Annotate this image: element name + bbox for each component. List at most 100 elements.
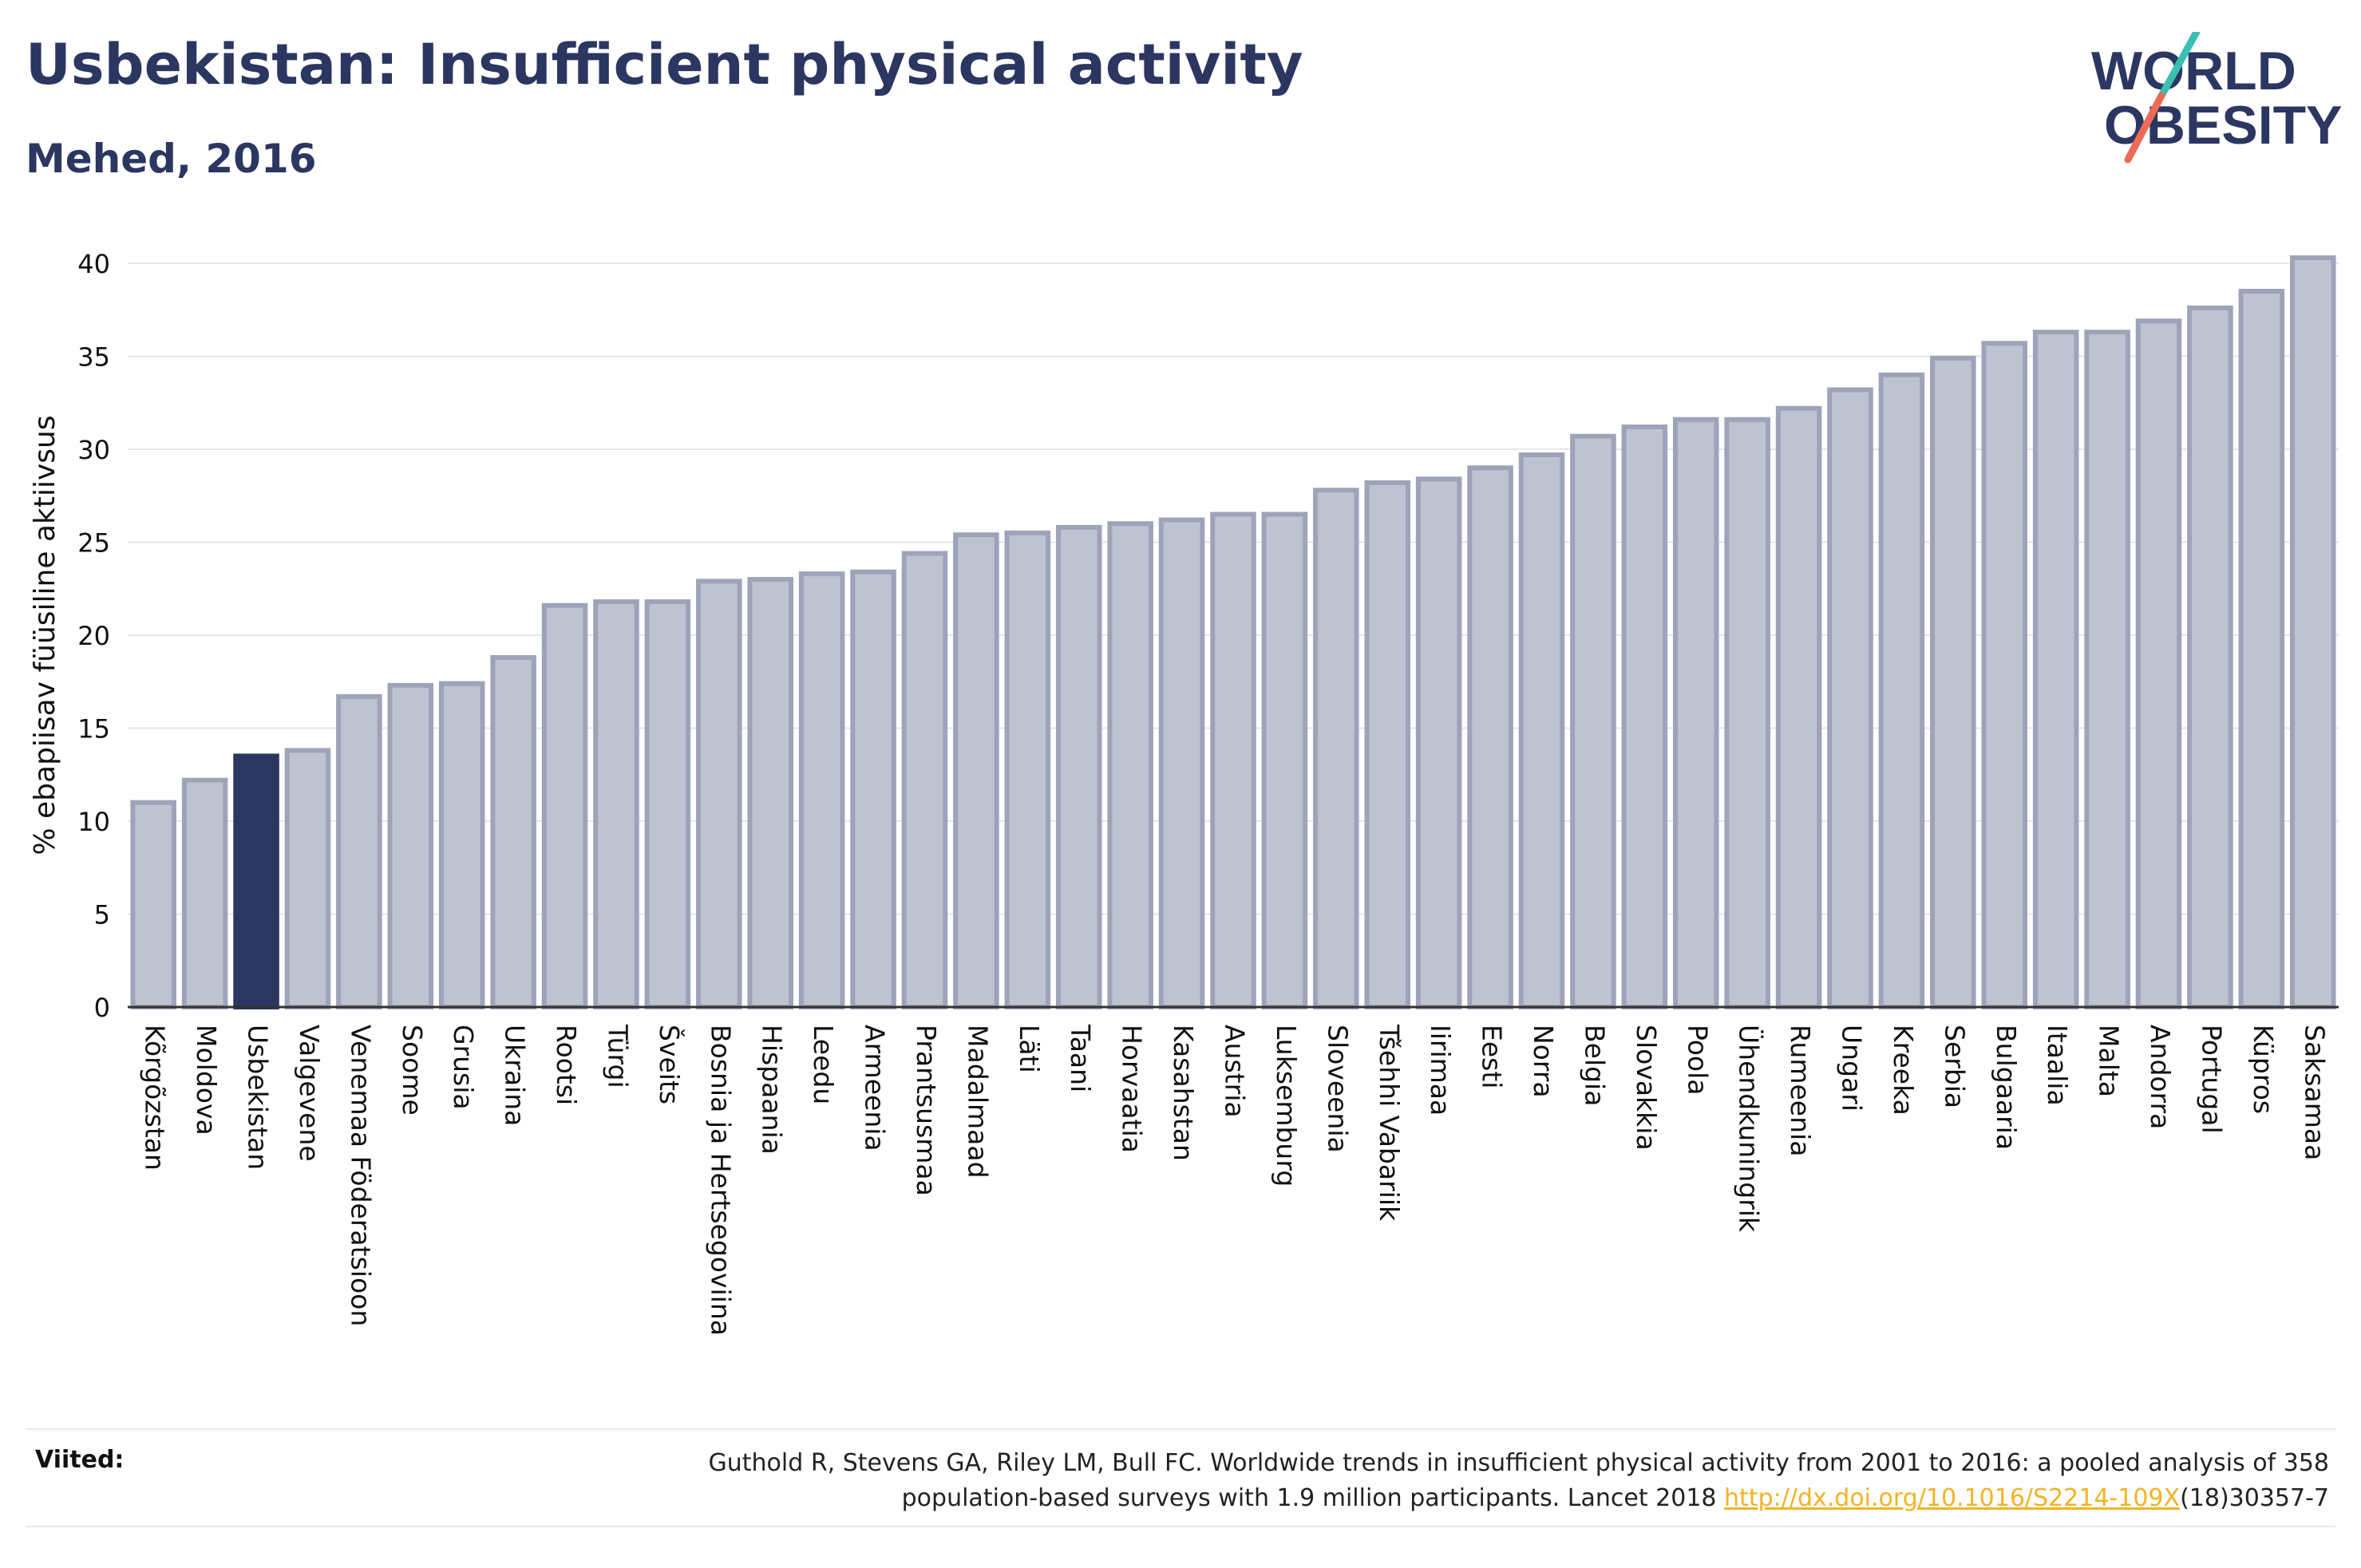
bar-Portugal — [2187, 305, 2233, 1010]
chart-title: Usbekistan: Insufficient physical activi… — [26, 32, 1303, 97]
x-tick-label: Portugal — [2196, 1025, 2227, 1134]
bar-Belgia — [1570, 433, 1616, 1009]
x-tick-label: Kasahstan — [1168, 1025, 1199, 1161]
bar-Madalmaad — [953, 532, 999, 1009]
x-tick-label: Horvaatia — [1117, 1025, 1148, 1153]
y-tick-label: 30 — [77, 435, 110, 465]
bar-Läti — [1004, 530, 1051, 1009]
x-tick-label: Rootsi — [551, 1025, 582, 1105]
bar-Kõrgõzstan — [130, 800, 176, 1009]
bar-Ühendkuningrik — [1724, 417, 1770, 1009]
bar-Malta — [2084, 330, 2130, 1009]
bar-Prantsusmaa — [901, 551, 948, 1009]
x-tick-label: Iirimaa — [1425, 1025, 1456, 1116]
x-tick-label: Moldova — [191, 1025, 222, 1136]
x-tick-label: Tšehhi Vabariik — [1374, 1024, 1405, 1222]
x-tick-label: Bulgaaria — [1991, 1025, 2022, 1150]
bar-Bosnia ja Hertsegoviina — [696, 579, 742, 1009]
world-obesity-logo: WORLD OBESITY — [2091, 32, 2343, 164]
y-tick-label: 15 — [77, 714, 110, 745]
x-tick-label: Küpros — [2248, 1025, 2279, 1114]
x-tick-label: Saksamaa — [2299, 1025, 2330, 1160]
reference-doi-link[interactable]: http://dx.doi.org/10.1016/S2214-109X — [1724, 1484, 2181, 1512]
x-tick-label: Luksemburg — [1271, 1025, 1302, 1187]
x-tick-label: Usbekistan — [243, 1025, 274, 1170]
bar-Sloveenia — [1313, 488, 1359, 1009]
x-tick-label: Poola — [1682, 1025, 1713, 1096]
x-tick-label: Serbia — [1939, 1025, 1970, 1108]
x-tick-label: Armeenia — [860, 1025, 891, 1151]
x-tick-label: Kreeka — [1888, 1025, 1919, 1116]
x-tick-label: Soome — [397, 1025, 428, 1116]
bar-Šveits — [644, 599, 691, 1009]
bar-Horvaatia — [1107, 521, 1153, 1009]
x-tick-label: Türgi — [602, 1024, 633, 1088]
footer-rule-bottom — [26, 1526, 2335, 1527]
logo-word-world: WORLD — [2091, 41, 2296, 101]
x-tick-label: Hispaania — [757, 1025, 788, 1155]
x-tick-label: Kõrgõzstan — [140, 1025, 171, 1171]
y-tick-label: 0 — [94, 993, 110, 1023]
x-tick-label: Šveits — [654, 1025, 686, 1104]
references-text: Guthold R, Stevens GA, Riley LM, Bull FC… — [334, 1446, 2329, 1516]
x-tick-label: Bosnia ja Hertsegoviina — [705, 1025, 736, 1336]
x-tick-label: Grusia — [448, 1025, 479, 1110]
x-tick-label: Belgia — [1579, 1025, 1610, 1106]
bar-Poola — [1673, 417, 1719, 1009]
bar-Iirimaa — [1415, 476, 1462, 1009]
bar-Leedu — [798, 571, 845, 1009]
bar-Luksemburg — [1261, 511, 1308, 1009]
bar-Grusia — [438, 681, 485, 1010]
bar-Austria — [1210, 511, 1256, 1009]
x-tick-label: Norra — [1528, 1025, 1559, 1098]
bar-Türgi — [593, 599, 639, 1009]
x-tick-label: Austria — [1220, 1025, 1251, 1118]
bar-Itaalia — [2032, 330, 2079, 1009]
bar-Armeenia — [850, 569, 896, 1009]
bar-Hispaania — [747, 577, 793, 1009]
logo-slash-top — [2157, 32, 2201, 100]
bar-Slovakkia — [1621, 425, 1668, 1009]
bar-Kasahstan — [1158, 517, 1205, 1009]
bar-Rumeenia — [1775, 405, 1822, 1009]
y-tick-label: 25 — [77, 528, 110, 559]
bar-Valgevene — [284, 748, 331, 1010]
bar-Rootsi — [541, 602, 588, 1009]
bar-Venemaa Föderatsioon — [336, 693, 382, 1009]
references-label: Viited: — [35, 1446, 125, 1474]
bar-Usbekistan — [233, 753, 279, 1009]
x-tick-label: Leedu — [808, 1025, 839, 1104]
bar-Tšehhi Vabariik — [1364, 480, 1411, 1009]
footer-rule-top — [26, 1428, 2335, 1430]
bar-Andorra — [2135, 318, 2182, 1010]
bars — [130, 255, 2336, 1010]
x-tick-label: Rumeenia — [1785, 1025, 1816, 1156]
bar-Eesti — [1467, 465, 1513, 1009]
x-tick-label: Ukraina — [500, 1025, 531, 1126]
x-tick-label: Itaalia — [2042, 1025, 2073, 1106]
y-axis-label: % ebapiisav füüsiline aktiivsus — [29, 415, 61, 855]
x-tick-label: Ühendkuningrik — [1734, 1025, 1766, 1233]
reference-line-1: Guthold R, Stevens GA, Riley LM, Bull FC… — [708, 1449, 2329, 1477]
x-tick-label: Eesti — [1477, 1025, 1508, 1088]
bar-Ungari — [1827, 387, 1873, 1009]
bar-Kreeka — [1878, 372, 1925, 1009]
y-tick-label: 20 — [77, 621, 110, 651]
logo-slash-bottom — [2124, 92, 2165, 164]
x-tick-label: Taani — [1065, 1024, 1096, 1092]
y-tick-label: 10 — [77, 807, 110, 837]
reference-line-2-prefix: population-based surveys with 1.9 millio… — [901, 1484, 1725, 1512]
bar-Bulgaaria — [1981, 341, 2028, 1009]
y-tick-label: 35 — [77, 342, 110, 373]
y-tick-label: 5 — [94, 900, 110, 930]
bar-Soome — [387, 682, 434, 1009]
x-tick-label: Slovakkia — [1631, 1025, 1662, 1151]
x-tick-label: Prantsusmaa — [911, 1025, 942, 1196]
x-tick-label: Valgevene — [294, 1025, 325, 1162]
y-tick-label: 40 — [77, 249, 110, 279]
chart-subtitle: Mehed, 2016 — [26, 136, 317, 182]
bar-Taani — [1055, 524, 1102, 1009]
bar-chart: 0 5 10 15 20 25 30 35 40 Kõrgõzstan Moldova Usbekis… — [29, 249, 2339, 1336]
x-tick-label: Madalmaad — [962, 1025, 993, 1179]
bar-Serbia — [1930, 355, 1976, 1009]
